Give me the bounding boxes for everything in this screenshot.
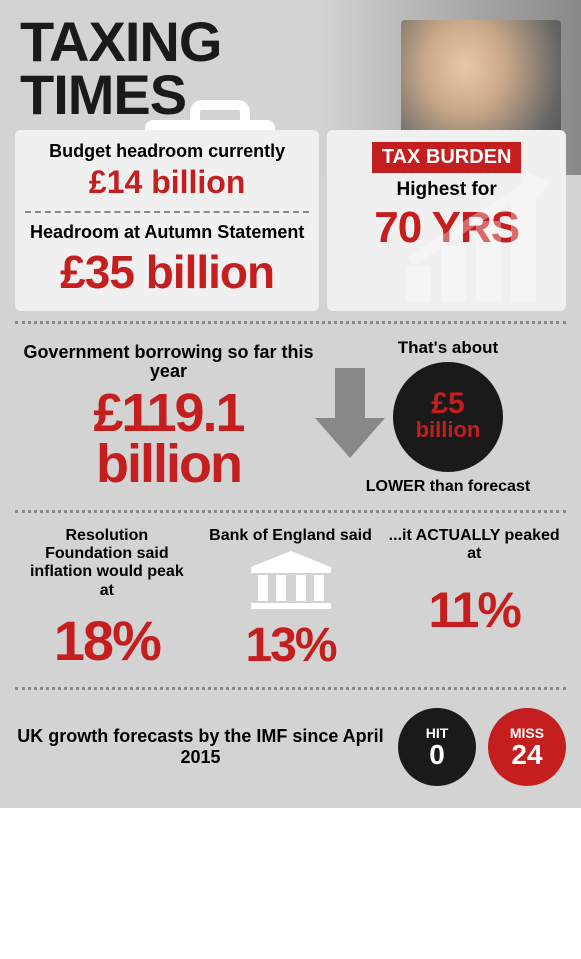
inflation-boe: Bank of England said 13% (199, 527, 383, 673)
tax-burden-panel: TAX BURDEN Highest for 70 YRS (327, 130, 566, 311)
headroom-current-label: Budget headroom currently (25, 142, 309, 162)
divider (25, 211, 309, 213)
hit-badge: HIT 0 (398, 708, 476, 786)
imf-row: UK growth forecasts by the IMF since Apr… (15, 690, 566, 808)
bank-icon (246, 549, 336, 609)
borrowing-thats: That's about (330, 338, 566, 358)
actual-value: 11% (388, 581, 560, 639)
borrowing-value: £119.1 billion (15, 388, 322, 491)
borrowing-right: That's about £5 billion LOWER than forec… (330, 338, 566, 496)
five-billion-circle: £5 billion (393, 362, 503, 472)
headroom-current-value: £14 billion (25, 164, 309, 201)
miss-value: 24 (511, 741, 542, 769)
headroom-autumn-label: Headroom at Autumn Statement (25, 223, 309, 243)
rf-value: 18% (21, 608, 193, 673)
actual-label: ...it ACTUALLY peaked at (388, 527, 560, 564)
hit-value: 0 (429, 741, 445, 769)
infographic: TAXING TIMES Budget headroom currently £… (0, 0, 581, 808)
rf-label: Resolution Foundation said inflation wou… (21, 527, 193, 601)
title-line-1: TAXING (20, 15, 221, 68)
boe-value: 13% (205, 618, 377, 673)
borrowing-left: Government borrowing so far this year £1… (15, 343, 322, 491)
inflation-rf: Resolution Foundation said inflation wou… (15, 527, 199, 674)
borrowing-row: Government borrowing so far this year £1… (15, 321, 566, 513)
down-arrow-icon (315, 368, 385, 458)
borrowing-lower: LOWER than forecast (330, 478, 566, 496)
circle-unit: billion (416, 417, 481, 443)
boe-label: Bank of England said (205, 527, 377, 545)
headroom-autumn-value: £35 billion (25, 245, 309, 299)
inflation-actual: ...it ACTUALLY peaked at 11% (382, 527, 566, 640)
chart-arrow-icon (396, 166, 566, 306)
circle-value: £5 (431, 390, 464, 417)
inflation-row: Resolution Foundation said inflation wou… (15, 513, 566, 691)
headroom-panel: Budget headroom currently £14 billion He… (15, 130, 319, 311)
imf-label: UK growth forecasts by the IMF since Apr… (15, 726, 386, 769)
miss-badge: MISS 24 (488, 708, 566, 786)
top-panels: Budget headroom currently £14 billion He… (0, 130, 581, 311)
borrowing-label: Government borrowing so far this year (15, 343, 322, 383)
